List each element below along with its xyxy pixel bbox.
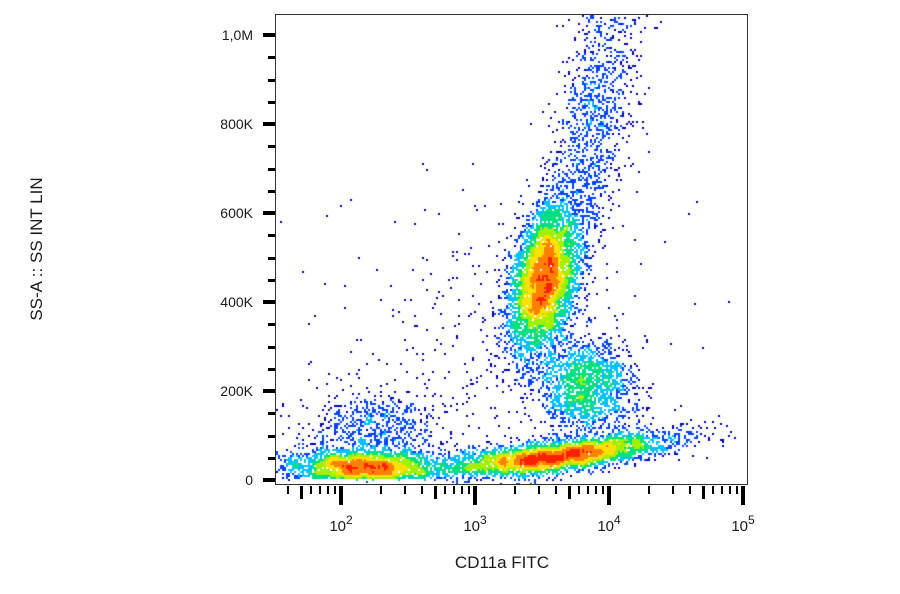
x-minor-tick — [461, 486, 463, 494]
y-minor-tick — [268, 412, 275, 416]
y-major-tick — [263, 211, 275, 215]
x-tick-label: 103 — [463, 513, 487, 535]
x-tick-label: 102 — [329, 513, 353, 535]
y-minor-tick — [268, 100, 275, 104]
y-major-tick — [263, 122, 275, 126]
y-minor-tick — [268, 189, 275, 193]
y-minor-tick — [268, 456, 275, 460]
y-tick-label: 600K — [220, 205, 253, 221]
x-major-tick — [741, 486, 745, 505]
y-minor-tick — [268, 434, 275, 438]
y-zero-tick — [263, 478, 275, 482]
x-minor-tick — [567, 486, 571, 499]
x-minor-tick — [319, 486, 322, 494]
x-major-tick — [473, 486, 477, 505]
x-minor-tick — [514, 486, 517, 494]
x-minor-tick — [729, 486, 731, 494]
x-minor-tick — [467, 486, 470, 494]
x-minor-tick — [420, 486, 423, 494]
y-minor-tick — [268, 256, 275, 260]
y-major-tick — [263, 300, 275, 304]
x-tick-label: 105 — [731, 513, 755, 535]
x-minor-tick — [648, 486, 651, 494]
y-tick-label: 400K — [220, 294, 253, 310]
x-minor-tick — [286, 486, 289, 494]
x-minor-tick — [444, 486, 447, 494]
x-minor-tick — [433, 486, 437, 499]
x-major-tick — [339, 486, 343, 505]
y-tick-label: 1,0M — [221, 27, 253, 43]
y-minor-tick — [268, 78, 275, 82]
y-tick-label: 200K — [220, 383, 253, 399]
x-tick-label: 104 — [597, 513, 621, 535]
y-minor-tick — [268, 345, 275, 349]
y-tick-label: 0 — [245, 472, 253, 488]
x-minor-tick — [578, 486, 581, 494]
y-minor-tick — [268, 278, 275, 282]
x-major-tick — [607, 486, 611, 505]
x-minor-tick — [601, 486, 604, 494]
y-minor-tick — [268, 234, 275, 238]
x-minor-tick — [299, 486, 303, 499]
y-minor-tick — [268, 167, 275, 171]
y-minor-tick — [268, 367, 275, 371]
x-minor-tick — [595, 486, 597, 494]
y-minor-tick — [268, 56, 275, 60]
x-minor-tick — [554, 486, 557, 494]
x-minor-tick — [671, 486, 674, 494]
x-axis-label: CD11a FITC — [454, 553, 550, 572]
x-minor-tick — [721, 486, 724, 494]
x-minor-tick — [403, 486, 406, 494]
y-minor-tick — [268, 145, 275, 149]
density-dot-plot — [276, 15, 747, 484]
y-major-tick — [263, 389, 275, 393]
y-tick-label: 800K — [220, 116, 253, 132]
x-minor-tick — [310, 486, 313, 494]
x-minor-tick — [537, 486, 540, 494]
x-minor-tick — [380, 486, 383, 494]
x-minor-tick — [587, 486, 590, 494]
x-minor-tick — [327, 486, 329, 494]
x-minor-tick — [688, 486, 691, 494]
y-major-tick — [263, 33, 275, 37]
x-minor-tick — [735, 486, 738, 494]
x-minor-tick — [701, 486, 705, 499]
x-minor-tick — [333, 486, 336, 494]
x-minor-tick — [712, 486, 715, 494]
y-minor-tick — [268, 323, 275, 327]
x-minor-tick — [453, 486, 456, 494]
y-axis-label: SS-A :: SS INT LIN — [27, 177, 46, 321]
